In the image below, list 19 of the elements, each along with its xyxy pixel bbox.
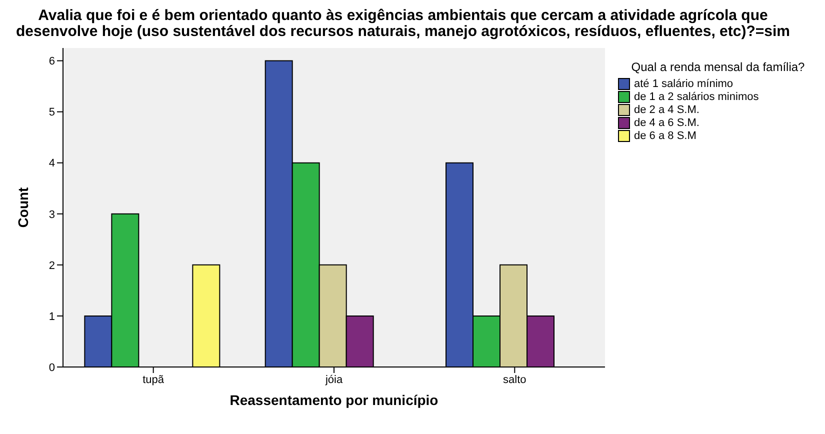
y-tick-label: 1 xyxy=(48,310,55,323)
legend-label: de 1 a 2 salários minimos xyxy=(634,91,759,103)
legend-label: até 1 salário mínimo xyxy=(634,78,734,90)
legend-label: de 2 a 4 S.M. xyxy=(634,104,700,116)
y-tick-label: 2 xyxy=(48,260,55,272)
x-axis-title: Reassentamento por município xyxy=(230,392,438,408)
legend-label: de 6 a 8 S.M xyxy=(634,130,696,142)
y-axis-title: Count xyxy=(14,186,31,228)
legend-label: de 4 a 6 S.M. xyxy=(634,117,700,129)
y-tick-label: 4 xyxy=(48,158,55,170)
y-tick-label: 3 xyxy=(48,208,55,221)
x-tick-label: jóia xyxy=(324,374,344,386)
legend-title: Qual a renda mensal da família? xyxy=(630,60,806,74)
x-tick-label: tupã xyxy=(142,374,165,386)
y-tick-label: 0 xyxy=(48,362,55,374)
y-tick-label: 6 xyxy=(48,56,55,68)
y-tick-label: 5 xyxy=(48,106,55,119)
chart-title: Avalia que foi e é bem orientado quanto às exigências ambientais que cercam a atividade agrícola que desenvolve hoje (uso sustentável dos recursos naturais, manejo agrotóxicos, resíduos, efluentes, etc)?=sim xyxy=(15,7,791,40)
x-tick-label: salto xyxy=(503,374,526,386)
